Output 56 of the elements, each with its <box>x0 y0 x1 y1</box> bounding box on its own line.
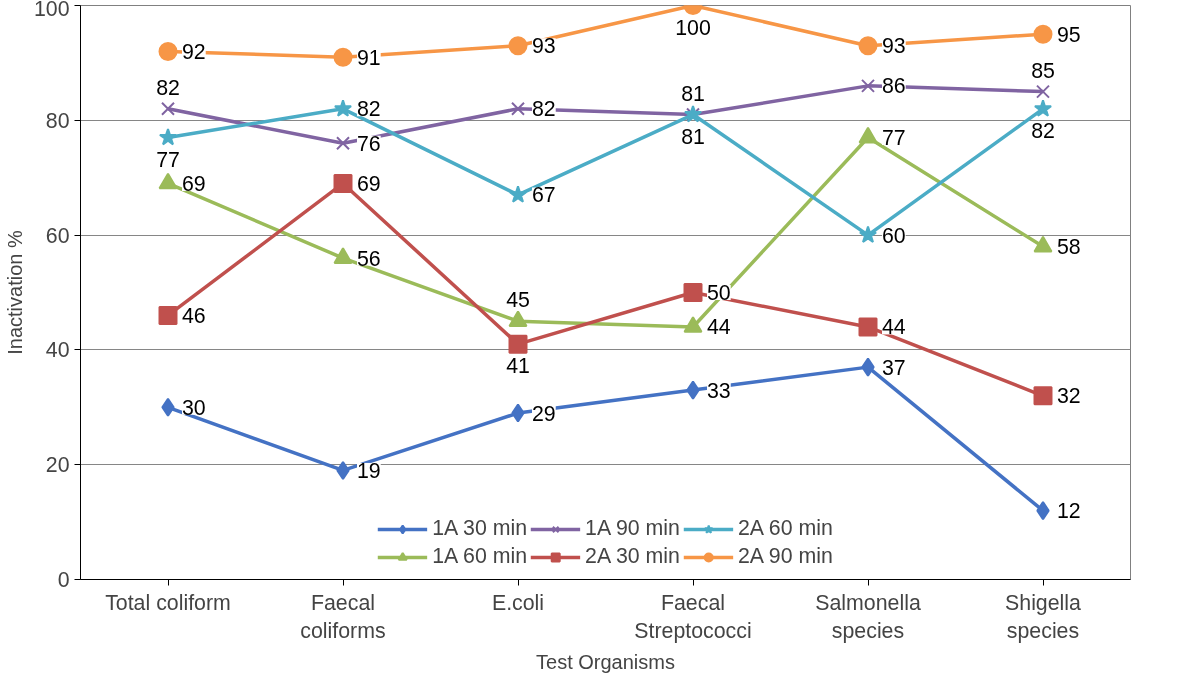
data-label: 92 <box>182 39 206 64</box>
x-tick-label: Total coliform <box>105 590 231 615</box>
data-label: 93 <box>882 34 906 59</box>
data-label: 82 <box>1031 118 1055 143</box>
data-label: 67 <box>532 183 556 208</box>
data-label: 69 <box>182 171 206 196</box>
y-tick-label: 20 <box>45 453 70 478</box>
x-tick-label: E.coli <box>491 590 545 615</box>
data-label: 82 <box>156 75 180 100</box>
y-tick-label: 80 <box>45 108 70 133</box>
data-label: 12 <box>1057 499 1081 524</box>
x-tick-label: Salmonella species <box>815 590 921 644</box>
y-tick-label: 60 <box>45 223 70 248</box>
data-label: 19 <box>357 458 381 483</box>
data-label: 81 <box>681 124 705 149</box>
data-label: 50 <box>707 281 731 305</box>
data-label: 82 <box>357 97 381 122</box>
data-label: 76 <box>357 131 381 156</box>
data-label: 29 <box>532 401 556 426</box>
data-label: 86 <box>882 74 906 99</box>
data-label: 77 <box>882 126 906 151</box>
data-label: 58 <box>1057 235 1081 260</box>
data-label: 82 <box>532 97 556 122</box>
legend-label: 2A 60 min <box>737 516 833 541</box>
y-tick-label: 0 <box>57 568 70 592</box>
y-tick-label: 100 <box>33 0 70 21</box>
legend-label: 1A 90 min <box>585 516 680 541</box>
legend-label: 2A 30 min <box>585 544 680 569</box>
data-label: 30 <box>182 395 206 420</box>
data-label: 46 <box>182 303 206 328</box>
y-tick-label: 40 <box>45 338 70 363</box>
data-label: 77 <box>156 147 180 172</box>
data-label: 44 <box>707 315 731 340</box>
x-axis-title: Test Organisms <box>536 651 675 674</box>
data-label: 56 <box>357 246 381 271</box>
data-label: 33 <box>707 378 731 403</box>
data-label: 85 <box>1031 58 1055 83</box>
y-axis-title: Inactivation % <box>3 230 26 355</box>
data-label: 37 <box>882 355 906 380</box>
legend-label: 1A 30 min <box>432 516 528 541</box>
data-label: 60 <box>882 223 906 248</box>
x-tick-label: Shigella species <box>1005 590 1082 644</box>
data-label: 81 <box>681 81 705 106</box>
legend-label: 2A 90 min <box>737 544 833 569</box>
data-label: 93 <box>532 34 556 59</box>
data-label: 95 <box>1057 22 1081 47</box>
data-label: 32 <box>1057 384 1081 409</box>
data-label: 45 <box>506 288 530 313</box>
legend-label: 1A 60 min <box>432 544 528 569</box>
data-label: 41 <box>506 354 530 379</box>
data-label: 91 <box>357 45 381 70</box>
data-label: 44 <box>882 315 906 340</box>
data-label: 100 <box>675 15 711 40</box>
data-label: 69 <box>357 171 381 196</box>
x-tick-label: Faecal coliforms <box>300 590 386 644</box>
x-tick-label: Faecal Streptococci <box>634 590 752 644</box>
